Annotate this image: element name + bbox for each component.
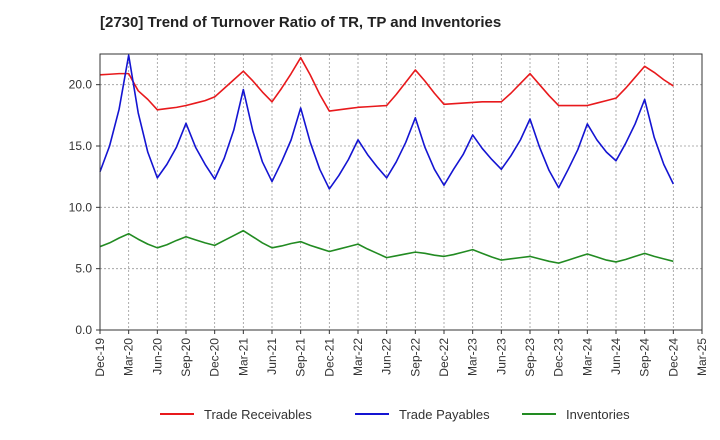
y-tick-label: 5.0 (75, 262, 92, 276)
x-tick-label: Dec-23 (552, 338, 566, 377)
y-tick-label: 10.0 (69, 200, 93, 214)
x-tick-label: Sep-22 (408, 338, 422, 377)
x-tick-label: Sep-20 (179, 338, 193, 377)
x-tick-label: Dec-22 (437, 338, 451, 377)
x-tick-label: Dec-21 (322, 338, 336, 377)
y-tick-label: 20.0 (69, 78, 93, 92)
x-tick-label: Jun-23 (494, 338, 508, 375)
series-line-trade-receivables (99, 56, 674, 112)
x-tick-label: Jun-21 (265, 338, 279, 375)
x-tick-label: Dec-24 (666, 338, 680, 377)
x-tick-label: Mar-23 (466, 338, 480, 376)
series-layer (99, 54, 675, 264)
y-tick-label: 15.0 (69, 139, 93, 153)
x-tick-label: Mar-22 (351, 338, 365, 376)
x-tick-label: Sep-24 (638, 338, 652, 377)
series-line-trade-payables (99, 54, 675, 190)
x-tick-label: Jun-22 (380, 338, 394, 375)
x-tick-label: Dec-19 (93, 338, 107, 377)
x-tick-label: Mar-20 (122, 338, 136, 376)
x-tick-label: Mar-25 (695, 338, 709, 376)
x-tick-label: Jun-24 (609, 338, 623, 375)
legend-label: Inventories (566, 407, 630, 422)
y-axis-ticks: 0.0 5.0 10.0 15.0 20.0 (69, 78, 100, 337)
legend: Trade Receivables Trade Payables Inventori… (160, 407, 630, 422)
x-tick-label: Sep-23 (523, 338, 537, 377)
x-tick-label: Sep-21 (294, 338, 308, 377)
plot-frame (99, 53, 703, 331)
legend-label: Trade Receivables (204, 407, 312, 422)
grid-layer (99, 54, 703, 331)
x-tick-label: Dec-20 (208, 338, 222, 377)
x-tick-label: Mar-21 (236, 338, 250, 376)
legend-label: Trade Payables (399, 407, 490, 422)
series-line-inventories (99, 229, 674, 264)
x-axis-ticks: Dec-19 Mar-20 Jun-20 Sep-20 Dec-20 Mar-21 Jun-… (93, 330, 709, 377)
y-tick-label: 0.0 (75, 323, 92, 337)
chart-title: [2730] Trend of Turnover Ratio of TR, TP… (100, 14, 502, 31)
x-tick-label: Mar-24 (580, 338, 594, 376)
x-tick-label: Jun-20 (150, 338, 164, 375)
